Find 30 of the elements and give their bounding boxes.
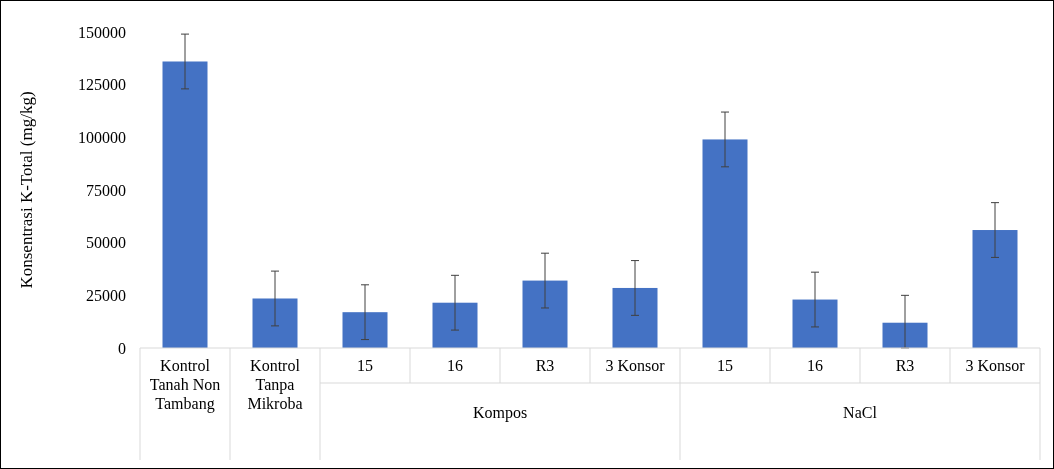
x-tick-label: 3 Konsor: [965, 357, 1026, 375]
y-tick-label: 75000: [86, 181, 126, 199]
bar: [972, 230, 1018, 348]
y-tick-label: 50000: [86, 234, 126, 252]
x-tick-label: 3 Konsor: [605, 357, 666, 375]
bar: [792, 299, 838, 348]
text: Kompos: [472, 403, 528, 422]
bar: [702, 139, 748, 348]
text: NaCl: [843, 403, 878, 421]
y-axis-title: Konsentrasi K-Total (mg/kg): [17, 91, 36, 289]
y-tick-label: 150000: [78, 23, 126, 41]
x-tick-label: 15: [717, 357, 733, 375]
x-tick-label: R3: [535, 357, 555, 375]
bar: [252, 298, 298, 348]
y-tick-label: 125000: [78, 76, 126, 94]
y-tick-label: 25000: [86, 286, 126, 304]
x-tick-label: R3: [895, 357, 915, 375]
y-tick-label: 100000: [78, 128, 126, 146]
bar: [882, 322, 928, 348]
x-tick-label: 16: [807, 357, 823, 375]
y-tick-label: 0: [118, 339, 126, 357]
x-tick-label: Kontrol Tanah Non Tambang: [149, 357, 221, 414]
bar: [162, 61, 208, 348]
x-tick-label: Kontrol Tanpa Mikroba: [247, 357, 303, 413]
x-tick-label: 16: [447, 357, 463, 375]
x-tick-label: 15: [357, 357, 373, 375]
bar: [432, 302, 478, 348]
bar: [342, 312, 388, 348]
bar: [522, 280, 568, 348]
bar: [612, 287, 658, 348]
